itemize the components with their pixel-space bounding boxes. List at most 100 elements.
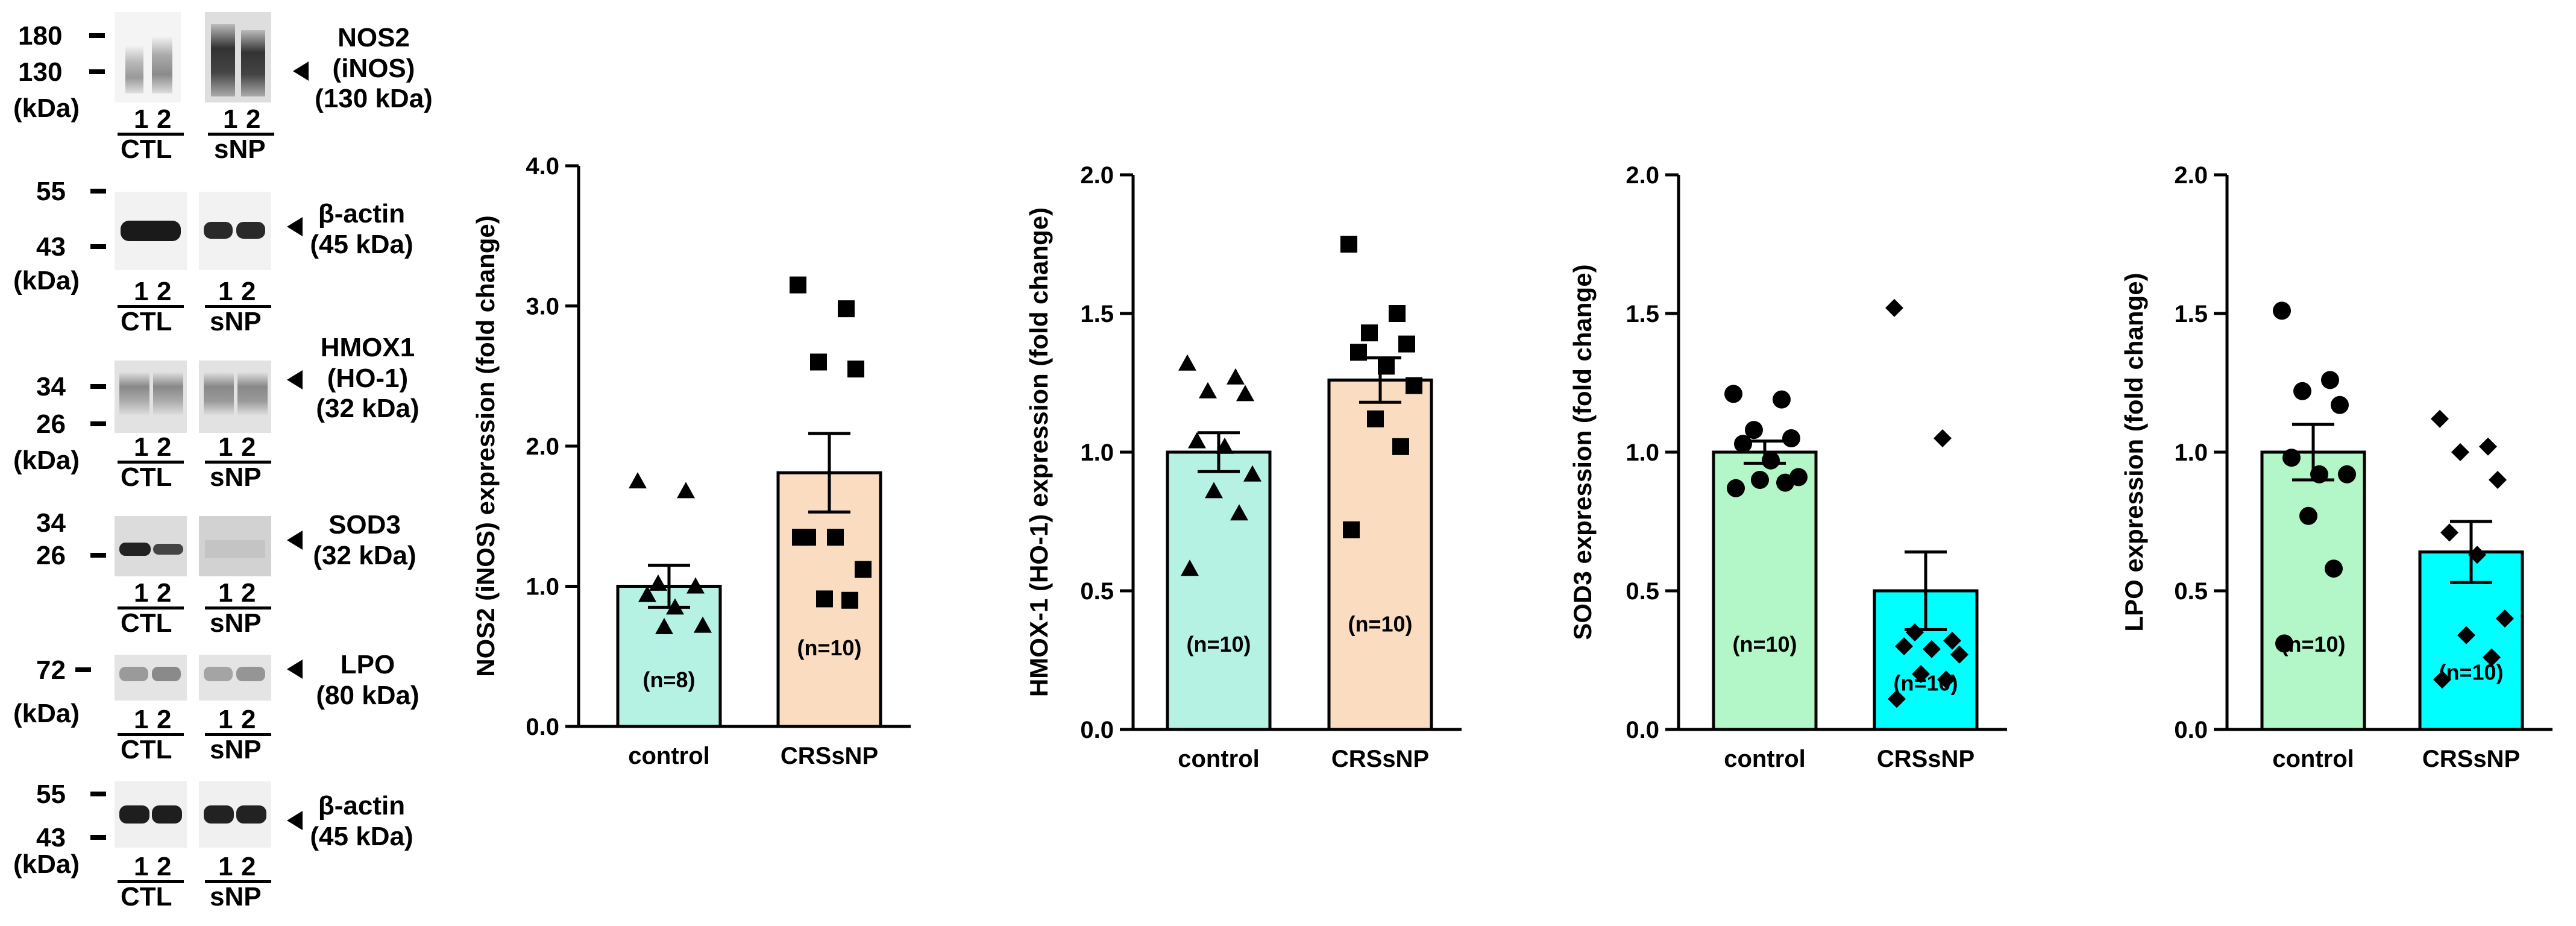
- mw-tick: [89, 33, 105, 38]
- y-tick-label: 1.5: [2174, 301, 2208, 327]
- western-blot-panel: 180 130 (kDa) NOS2 (iNOS) (130 kDa) 1 2 1 …: [0, 0, 458, 926]
- mw-marker: 34: [36, 372, 66, 402]
- group-label-snp: sNP: [210, 462, 262, 492]
- y-tick-label: 1.0: [2174, 439, 2208, 466]
- data-point: [2325, 559, 2343, 578]
- data-point: [677, 482, 695, 499]
- data-point: [1188, 432, 1206, 449]
- blot-image-snp: [199, 192, 271, 270]
- data-point: [841, 591, 858, 609]
- blot-image-snp: [205, 12, 271, 102]
- y-axis-label: HMOX-1 (HO-1) expression (fold change): [1025, 207, 1053, 697]
- data-point: [1230, 504, 1248, 521]
- group-label-snp: sNP: [214, 134, 266, 164]
- underline: [208, 133, 274, 136]
- bar: [1712, 450, 1818, 731]
- x-category-label: CRSsNP: [1331, 746, 1429, 772]
- mw-unit: (kDa): [13, 699, 80, 728]
- data-point: [1776, 473, 1794, 492]
- data-point: [838, 300, 855, 318]
- data-point: [1398, 335, 1415, 353]
- data-point: [1389, 305, 1406, 322]
- band-arrow-icon: [287, 660, 303, 679]
- mw-marker: 130: [18, 57, 63, 87]
- n-label: (n=10): [1186, 632, 1251, 657]
- data-point: [1885, 298, 1903, 317]
- underline: [118, 133, 184, 136]
- y-tick-label: 0.5: [1080, 578, 1114, 605]
- lane-number: 1: [218, 578, 233, 608]
- data-point: [1367, 410, 1384, 427]
- mw-tick: [90, 189, 106, 194]
- data-point: [2468, 546, 2486, 564]
- mw-unit: (kDa): [13, 93, 80, 123]
- data-point: [1343, 521, 1360, 538]
- data-point: [1727, 479, 1745, 497]
- lane-number: 2: [241, 432, 256, 462]
- data-point: [2496, 609, 2514, 628]
- lane-number: 2: [157, 277, 172, 306]
- data-point: [1950, 645, 1968, 664]
- data-point: [2273, 301, 2291, 320]
- data-point: [810, 353, 827, 371]
- group-label-ctl: CTL: [121, 608, 172, 638]
- blot-image-snp: [199, 781, 271, 848]
- lane-number: 1: [218, 432, 233, 462]
- data-point: [1178, 354, 1196, 371]
- band-arrow-icon: [287, 531, 303, 550]
- lane-number: 2: [157, 104, 172, 134]
- data-point: [1181, 559, 1199, 576]
- group-label-ctl: CTL: [121, 735, 172, 764]
- data-point: [666, 598, 684, 615]
- lane-number: 2: [246, 104, 261, 134]
- underline: [205, 606, 271, 609]
- data-point: [629, 472, 647, 489]
- underline: [118, 461, 184, 464]
- significance-label: *: [2387, 0, 2398, 6]
- data-point: [2433, 670, 2451, 689]
- underline: [205, 733, 271, 736]
- blot-image-ctl: [115, 361, 187, 433]
- data-point: [1236, 385, 1254, 402]
- data-point: [2440, 523, 2458, 542]
- y-axis-label: NOS2 (iNOS) expression (fold change): [471, 215, 500, 676]
- band-arrow-icon: [293, 61, 309, 81]
- y-tick-label: 0.5: [1626, 578, 1659, 605]
- data-point: [1782, 429, 1800, 447]
- data-point: [1340, 236, 1357, 253]
- data-point: [1934, 429, 1952, 447]
- mw-unit: (kDa): [13, 266, 80, 295]
- band-arrow-icon: [287, 370, 303, 389]
- data-point: [1205, 482, 1223, 499]
- data-point: [2331, 395, 2349, 414]
- data-point: [1912, 665, 1930, 683]
- lane-number: 2: [157, 432, 172, 462]
- y-tick-label: 2.0: [2174, 162, 2208, 189]
- y-tick-label: 0.5: [2174, 578, 2208, 605]
- y-tick-label: 1.0: [1080, 439, 1114, 466]
- mw-tick: [90, 835, 106, 840]
- underline: [205, 461, 271, 464]
- bar: [1327, 378, 1433, 731]
- x-category-label: CRSsNP: [1877, 746, 1974, 772]
- group-label-ctl: CTL: [121, 462, 172, 492]
- y-axis-label: SOD3 expression (fold change): [1568, 264, 1597, 640]
- data-point: [1350, 344, 1367, 361]
- n-label: (n=8): [642, 667, 695, 692]
- mw-tick: [90, 244, 106, 249]
- data-point: [649, 574, 667, 591]
- y-tick-label: 4.0: [526, 153, 559, 180]
- data-point: [686, 577, 705, 594]
- data-point: [1199, 382, 1217, 398]
- mw-tick: [90, 421, 106, 426]
- data-point: [638, 585, 656, 602]
- mw-marker: 34: [36, 508, 66, 538]
- data-point: [1906, 623, 1924, 641]
- blot-image-ctl: [115, 192, 187, 270]
- y-tick-label: 2.0: [1626, 162, 1659, 189]
- data-point: [2321, 371, 2339, 389]
- mw-tick: [90, 384, 106, 389]
- data-point: [1724, 385, 1742, 403]
- data-point: [2489, 471, 2507, 489]
